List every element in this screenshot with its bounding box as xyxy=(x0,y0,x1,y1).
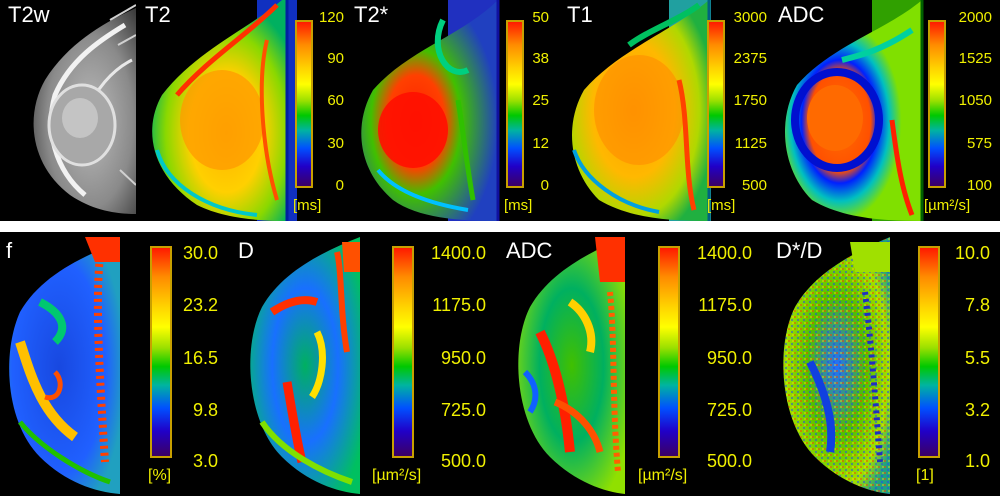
colorbar-gradient xyxy=(707,20,725,188)
colorbar-adc-1: 2000 1525 1050 575 100 [µm²/s] xyxy=(922,0,1000,221)
tick-label: 30.0 xyxy=(182,243,218,263)
unit-label: [µm²/s] xyxy=(924,197,971,214)
tick-label: 2375 xyxy=(733,50,767,67)
tick-label: 575 xyxy=(966,135,992,152)
colorbar-gradient xyxy=(658,246,680,458)
tick-label: 30 xyxy=(327,135,344,152)
unit-label: [ms] xyxy=(293,197,322,214)
panel-label-dstar-d: D*/D xyxy=(776,238,823,263)
panel-t1: T1 3000 2375 1750 1125 500 [ms] xyxy=(559,0,771,221)
unit-label: [1] xyxy=(916,467,934,484)
tick-label: 725.0 xyxy=(706,400,752,420)
tick-label: 38 xyxy=(532,50,549,67)
f-map xyxy=(9,232,120,496)
colorbar-dstar-d: 10.0 7.8 5.5 3.2 1.0 [1] xyxy=(900,232,1000,496)
dstar-d-map xyxy=(783,237,890,494)
d-map xyxy=(250,237,360,494)
unit-label: [ms] xyxy=(504,197,533,214)
panel-label-t2w: T2w xyxy=(8,2,50,27)
panel-label-t1: T1 xyxy=(567,2,593,27)
panel-d: D 1400.0 1175.0 950.0 725.0 500.0 [µm²/s… xyxy=(232,232,494,496)
colorbar-gradient xyxy=(295,20,313,188)
tick-label: 950.0 xyxy=(440,348,486,368)
t2-map xyxy=(152,0,297,221)
panel-label-d: D xyxy=(238,238,254,263)
panel-label-f: f xyxy=(6,238,13,263)
colorbar-gradient xyxy=(150,246,172,458)
colorbar-adc-2: 1400.0 1175.0 950.0 725.0 500.0 [µm²/s] xyxy=(638,232,762,496)
tick-label: 10.0 xyxy=(954,243,990,263)
tick-label: 1.0 xyxy=(964,451,990,471)
colorbar-f: 30.0 23.2 16.5 9.8 3.0 [%] xyxy=(140,232,240,496)
tick-label: 7.8 xyxy=(964,295,990,315)
colorbar-t1: 3000 2375 1750 1125 500 [ms] xyxy=(705,0,771,221)
tick-label: 2000 xyxy=(958,9,992,26)
panel-dstar-d: D*/D 10.0 7.8 5.5 3.2 1.0 [1] xyxy=(770,232,1000,496)
tick-label: 16.5 xyxy=(182,348,218,368)
colorbar-gradient xyxy=(392,246,414,458)
tick-label: 90 xyxy=(327,50,344,67)
panel-adc-1: ADC 2000 1525 1050 575 100 [µm²/s] xyxy=(772,0,1000,221)
tick-label: 1125 xyxy=(734,135,767,152)
panel-label-adc-1: ADC xyxy=(778,2,825,27)
t1-map xyxy=(572,0,711,221)
tick-label: 3.2 xyxy=(964,400,990,420)
tick-label: 725.0 xyxy=(440,400,486,420)
panel-label-adc-2: ADC xyxy=(506,238,553,263)
unit-label: [µm²/s] xyxy=(638,467,688,484)
panel-adc-2: ADC 1400.0 1175.0 950.0 725.0 500.0 [µm²… xyxy=(500,232,762,496)
t2w-image xyxy=(33,4,136,214)
panel-f: f 30.0 23.2 16.5 9.8 3.0 [%] xyxy=(0,232,240,496)
unit-label: [µm²/s] xyxy=(372,467,422,484)
adc-map-2 xyxy=(518,237,625,494)
colorbar-gradient xyxy=(506,20,524,188)
tick-label: 1175.0 xyxy=(698,295,752,315)
unit-label: [ms] xyxy=(707,197,736,214)
tick-label: 500.0 xyxy=(440,451,486,471)
tick-label: 500 xyxy=(741,177,767,194)
colorbar-gradient xyxy=(928,20,946,188)
tick-label: 500.0 xyxy=(706,451,752,471)
panel-t2: T2 120 90 60 30 0 [ms] xyxy=(137,0,347,221)
tick-label: 12 xyxy=(532,135,549,152)
tick-label: 1400.0 xyxy=(696,243,752,263)
tick-label: 25 xyxy=(532,92,549,109)
tick-label: 3.0 xyxy=(192,451,218,471)
tick-label: 100 xyxy=(966,177,992,194)
colorbar-d: 1400.0 1175.0 950.0 725.0 500.0 [µm²/s] xyxy=(372,232,494,496)
t2star-map xyxy=(361,0,500,221)
tick-label: 50 xyxy=(532,9,549,26)
unit-label: [%] xyxy=(148,467,172,484)
row-ivim-maps: f 30.0 23.2 16.5 9.8 3.0 [%] xyxy=(0,232,1000,496)
tick-label: 1175.0 xyxy=(432,295,486,315)
panel-t2star: T2* 50 38 25 12 0 [ms] xyxy=(348,0,558,221)
tick-label: 0 xyxy=(540,177,549,194)
colorbar-t2: 120 90 60 30 0 [ms] xyxy=(287,0,347,221)
row-relaxometry-maps: T2w T2 xyxy=(0,0,1000,221)
tick-label: 120 xyxy=(318,9,344,26)
tick-label: 1050 xyxy=(958,92,992,109)
colorbar-gradient xyxy=(918,246,940,458)
tick-label: 23.2 xyxy=(182,295,218,315)
tick-label: 950.0 xyxy=(706,348,752,368)
panel-label-t2star: T2* xyxy=(354,2,389,27)
tick-label: 60 xyxy=(327,92,344,109)
tick-label: 1525 xyxy=(958,50,992,67)
tick-label: 0 xyxy=(335,177,344,194)
tick-label: 1400.0 xyxy=(430,243,486,263)
tick-label: 9.8 xyxy=(192,400,218,420)
adc-map-1 xyxy=(785,0,924,221)
tick-label: 3000 xyxy=(733,9,767,26)
colorbar-t2star: 50 38 25 12 0 [ms] xyxy=(498,0,558,221)
panel-label-t2: T2 xyxy=(145,2,171,27)
tick-label: 1750 xyxy=(733,92,767,109)
tick-label: 5.5 xyxy=(964,348,990,368)
panel-t2w: T2w xyxy=(0,0,136,221)
